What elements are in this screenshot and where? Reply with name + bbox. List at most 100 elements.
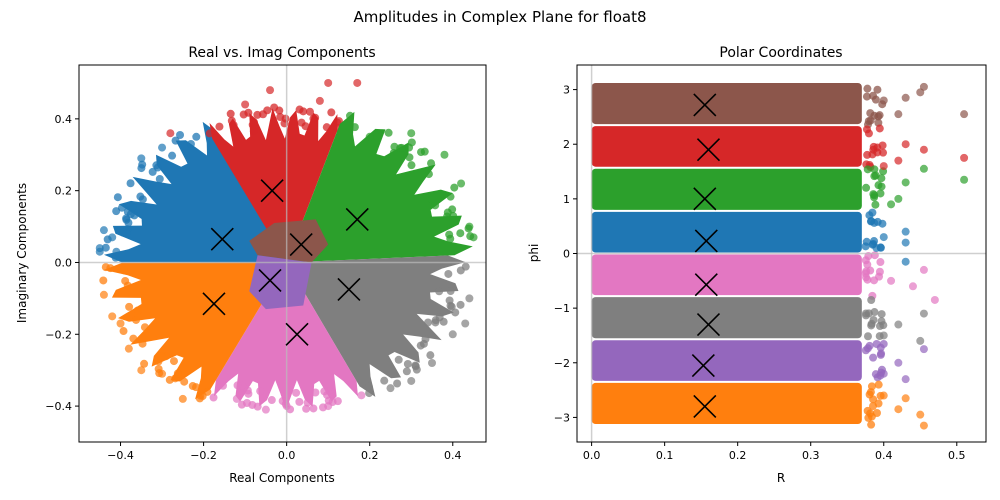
chart2-fringe-point [879, 148, 888, 157]
chart1-outlier-point [465, 222, 474, 231]
chart1-ytick-label: −0.4 [45, 400, 72, 413]
chart2-xtick-label: 0.3 [802, 449, 820, 462]
chart2-outlier-point [919, 421, 928, 430]
chart1-outlier-point [99, 290, 108, 299]
chart1-fringe-point [126, 210, 135, 219]
chart1-fringe-point [403, 359, 412, 368]
chart1-outlier-point [448, 330, 457, 339]
chart1-fringe-point [327, 108, 336, 117]
chart1-outlier-point [166, 129, 175, 138]
chart1-xtick-label: −0.2 [190, 449, 217, 462]
chart2-centroid-marker [696, 312, 721, 337]
chart2-outlier-point [879, 331, 888, 340]
chart1-centroid-marker [210, 227, 234, 251]
chart2-ytick-label: 2 [563, 138, 570, 151]
chart2-outlier-point [872, 244, 881, 253]
chart1-fringe-point [250, 118, 259, 127]
chart2-ytick-label: −2 [554, 357, 570, 370]
chart2-fringe-point [867, 321, 876, 330]
chart1-fringe-point [192, 383, 201, 392]
chart2-outlier-point [887, 200, 896, 209]
chart1-fringe-point [393, 379, 402, 388]
chart2-fringe-point [875, 124, 884, 133]
chart1-fringe-point [138, 339, 147, 348]
chart2-centroid-marker [693, 93, 717, 117]
chart2-fringe-point [862, 92, 871, 101]
chart1-fringe-point [449, 211, 458, 220]
chart1-fringe-point [123, 281, 132, 290]
chart1-fringe-point [239, 110, 248, 119]
chart1-title: Real vs. Imag Components [188, 45, 375, 61]
chart1-fringe-point [444, 269, 453, 278]
chart1-fringe-point [153, 163, 162, 172]
chart2-outlier-point [894, 320, 903, 329]
chart2-outlier-point [894, 358, 903, 367]
chart1-fringe-point [305, 107, 314, 116]
chart2-xlabel: R [777, 471, 785, 485]
chart2-fringe-point [879, 339, 888, 348]
chart2-fringe-point [869, 395, 878, 404]
chart1-outlier-point [112, 247, 121, 256]
chart1-fringe-point [227, 116, 236, 125]
chart2-band-brown [591, 82, 862, 125]
chart2-outlier-point [916, 88, 925, 97]
chart1-fringe-point [169, 357, 178, 366]
chart1-fringe-point [281, 114, 290, 123]
chart1-outlier-point [357, 391, 366, 400]
chart2-fringe-point [874, 380, 883, 389]
chart2-fringe-point [863, 332, 872, 341]
chart1-fringe-point [420, 147, 429, 156]
chart1-fringe-point [446, 287, 455, 296]
chart1-fringe-point [138, 160, 147, 169]
chart2-fringe-point [861, 346, 870, 355]
chart1-fringe-point [119, 228, 128, 237]
chart1-outlier-point [407, 376, 416, 385]
chart1-outlier-point [178, 394, 187, 403]
chart2-ytick-label: 3 [563, 84, 570, 97]
chart1-fringe-point [238, 381, 247, 390]
chart2-band-blue [591, 211, 862, 253]
chart2-ytick-label: −3 [554, 411, 570, 424]
chart1-centroid-marker [260, 179, 284, 203]
chart1-fringe-point [267, 396, 276, 405]
chart1-outlier-point [137, 154, 146, 163]
chart2-fringe-point [861, 311, 870, 320]
chart1-outlier-point [461, 319, 470, 328]
chart1-cluster-gray [286, 255, 466, 397]
chart2-outlier-point [879, 391, 888, 400]
chart2-fringe-point [863, 165, 872, 174]
chart1-fringe-point [439, 317, 448, 326]
chart1-fringe-point [303, 398, 312, 407]
chart1-fringe-point [101, 243, 110, 252]
chart1-ytick-label: 0.0 [55, 256, 73, 269]
chart2-fringe-point [870, 308, 879, 317]
chart2-outlier-point [901, 140, 910, 149]
chart1-outlier-point [124, 344, 133, 353]
chart2-fringe-point [874, 181, 883, 190]
chart2-band-red [591, 126, 862, 167]
chart2-outlier-point [916, 336, 925, 345]
chart1-ylabel: Imaginary Components [15, 183, 29, 323]
chart2-outlier-point [894, 405, 903, 414]
chart1-fringe-point [416, 341, 425, 350]
chart1-fringe-point [140, 323, 149, 332]
chart1-fringe-point [295, 397, 304, 406]
chart1-fringe-point [322, 123, 331, 132]
chart1-centroid-marker [289, 232, 313, 257]
chart2-ytick-label: 0 [563, 248, 570, 261]
chart1-fringe-point [176, 131, 185, 140]
chart1-fringe-point [394, 355, 403, 364]
chart2-ytick-label: −1 [554, 302, 570, 315]
chart2-outlier-point [901, 227, 910, 236]
chart2-outlier-point [901, 238, 910, 247]
chart2-fringe-point [862, 183, 871, 192]
chart1-outlier-point [232, 394, 241, 403]
chart2-outlier-point [960, 110, 969, 119]
figure-title: Amplitudes in Complex Plane for float8 [354, 8, 647, 26]
chart1-fringe-point [249, 127, 258, 136]
chart1-fringe-point [203, 387, 212, 396]
chart2-band-purple [591, 340, 862, 381]
chart2-fringe-point [863, 84, 872, 93]
chart1-outlier-point [95, 247, 104, 256]
chart2-outlier-point [894, 194, 903, 203]
